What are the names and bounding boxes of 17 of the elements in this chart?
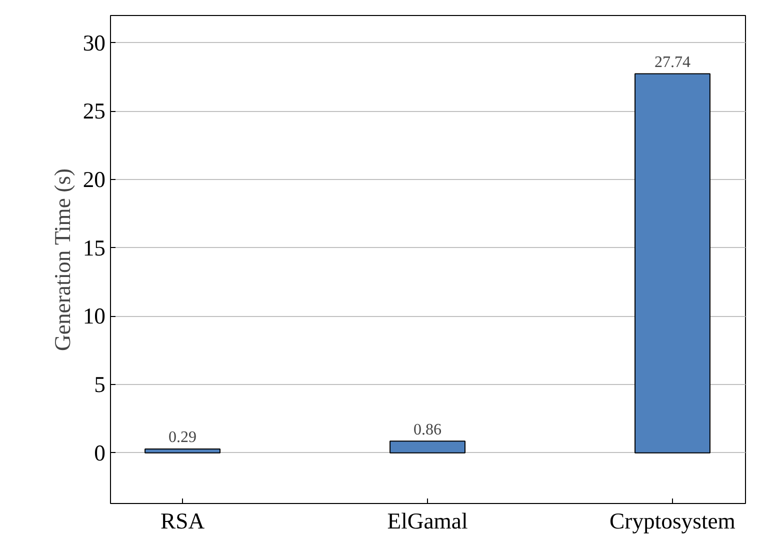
- data-label: 27.74: [654, 54, 690, 71]
- data-label: 0.86: [414, 421, 442, 438]
- x-tick-label: ElGamal: [387, 508, 468, 534]
- x-tick-label: RSA: [160, 508, 206, 534]
- x-tick-label: Cryptosystem: [610, 508, 736, 534]
- y-axis-title: Generation Time (s): [50, 168, 75, 351]
- y-tick-label: 5: [94, 372, 106, 398]
- y-tick-label: 30: [82, 30, 106, 56]
- y-tick-label: 10: [82, 304, 106, 329]
- y-tick-label: 25: [82, 98, 106, 124]
- y-tick-label: 20: [82, 167, 106, 192]
- data-label: 0.29: [168, 429, 197, 446]
- y-tick-label: 15: [82, 235, 106, 260]
- y-tick-label: 0: [94, 440, 106, 466]
- bar: [390, 440, 466, 454]
- bar: [634, 73, 710, 454]
- bar: [144, 448, 221, 454]
